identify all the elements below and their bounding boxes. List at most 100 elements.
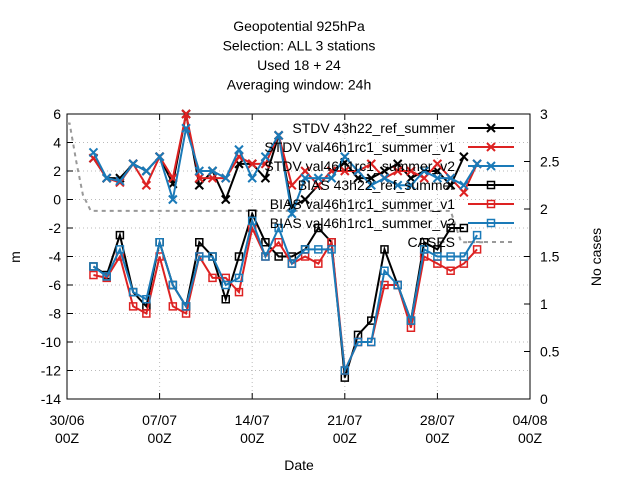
data-point	[261, 238, 270, 247]
x-tick-label: 00Z	[240, 430, 265, 446]
y-tick-label: 0	[53, 192, 61, 208]
x-tick-label: 14/07	[235, 412, 270, 428]
y2-axis-label: No cases	[588, 228, 604, 286]
data-point	[234, 287, 244, 297]
series-5	[89, 216, 482, 375]
y-tick-label: -2	[49, 220, 62, 236]
data-point	[207, 166, 218, 176]
x-tick-label: 00Z	[518, 430, 543, 446]
data-point	[393, 180, 403, 190]
data-point	[287, 259, 297, 268]
y2-tick-label: 2.5	[540, 154, 560, 170]
data-point	[459, 152, 469, 162]
data-point	[486, 142, 496, 152]
data-point	[406, 173, 416, 183]
y-tick-label: -4	[49, 249, 62, 265]
y2-tick-label: 2	[540, 201, 548, 217]
title-line: Geopotential 925hPa	[233, 18, 365, 34]
axes: 30/06 00Z 07/07 00Z 14/07 00Z 21/07 00Z 28/07 00Z…	[41, 106, 560, 446]
y2-tick-label: 0	[540, 391, 548, 407]
data-point	[472, 245, 482, 254]
data-point	[154, 152, 165, 162]
legend-label: CASES	[408, 234, 455, 250]
data-point	[300, 194, 310, 205]
data-point	[432, 159, 443, 169]
data-point	[141, 180, 152, 190]
data-point	[327, 245, 336, 254]
data-point	[102, 272, 111, 281]
data-point	[195, 238, 204, 247]
data-point	[393, 166, 403, 176]
data-point	[194, 166, 204, 176]
data-point	[313, 180, 324, 190]
data-point	[168, 302, 178, 311]
data-point	[194, 180, 204, 190]
data-point	[101, 173, 112, 183]
data-point	[274, 223, 283, 233]
data-point	[115, 176, 125, 186]
data-point	[89, 270, 98, 280]
y-tick-label: 6	[53, 106, 61, 122]
title-line: Used 18 + 24	[257, 57, 341, 73]
data-point	[459, 223, 469, 233]
data-point	[273, 130, 284, 141]
data-point	[486, 161, 496, 171]
y-tick-label: -12	[41, 363, 61, 379]
data-point	[274, 252, 283, 261]
series-group	[88, 109, 482, 382]
data-point	[432, 173, 443, 183]
series-line	[92, 217, 478, 375]
data-point	[353, 166, 363, 176]
data-point	[234, 273, 244, 283]
data-point	[406, 180, 416, 190]
title-line: Selection: ALL 3 stations	[223, 38, 376, 54]
series-line	[93, 224, 478, 375]
data-point	[486, 218, 496, 228]
data-point	[486, 123, 496, 133]
data-point	[208, 273, 217, 283]
data-point	[366, 159, 376, 169]
data-point	[260, 173, 271, 183]
x-tick-label: 00Z	[333, 430, 358, 446]
data-point	[340, 366, 350, 375]
x-tick-label: 00Z	[55, 430, 80, 446]
data-point	[300, 173, 310, 183]
data-point	[128, 302, 138, 311]
data-point	[446, 252, 455, 261]
legend-label: STDV 43h22_ref_summer	[292, 120, 455, 136]
data-point	[194, 173, 204, 183]
data-point	[221, 194, 231, 205]
data-point	[195, 252, 204, 261]
x-tick-label: 00Z	[148, 430, 173, 446]
data-point	[326, 173, 337, 183]
data-point	[300, 245, 310, 254]
legend-label: BIAS val46h1rc1_summer_v1	[270, 196, 455, 212]
data-point	[142, 295, 151, 304]
data-point	[393, 280, 402, 290]
cases-line	[67, 122, 488, 244]
data-point	[367, 337, 376, 347]
data-point	[366, 180, 376, 190]
y2-tick-label: 1	[540, 296, 548, 312]
data-point	[115, 230, 125, 240]
data-point	[366, 173, 376, 183]
data-point	[379, 166, 390, 176]
data-point	[261, 252, 270, 261]
data-point	[89, 262, 98, 271]
data-point	[406, 166, 416, 176]
data-point	[168, 280, 178, 290]
x-tick-label: 04/08	[512, 412, 547, 428]
data-point	[221, 295, 230, 304]
data-point	[380, 245, 389, 254]
data-point	[155, 238, 164, 247]
data-point	[314, 259, 323, 268]
data-point	[419, 166, 429, 176]
data-point	[314, 223, 323, 233]
cases-series	[67, 122, 488, 244]
data-point	[287, 209, 297, 219]
data-point	[445, 173, 456, 183]
y-axis-label: m	[7, 251, 23, 263]
data-point	[247, 159, 257, 169]
data-point	[181, 302, 191, 311]
legend-label: STDV val46h1rc1_summer_v2	[264, 158, 455, 174]
